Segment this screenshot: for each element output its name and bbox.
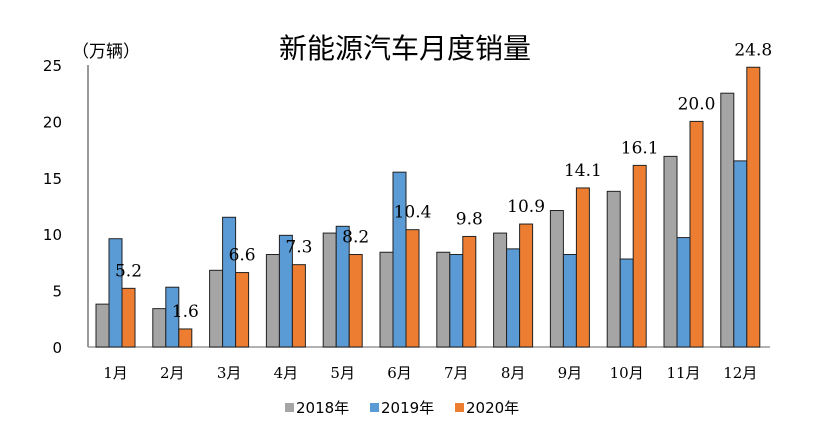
legend: 2018年 2019年 2020年 (285, 399, 519, 417)
bar-2020年-7月 (462, 235, 477, 348)
data-label: 6.6 (229, 246, 256, 266)
bar-2020年-8月 (519, 223, 534, 348)
bar-2020年-2月 (178, 328, 193, 348)
data-label: 7.3 (285, 238, 312, 258)
bar-2020年-1月 (121, 287, 136, 348)
bar-2020年-4月 (291, 264, 306, 348)
chart-title: 新能源汽车月度销量 (279, 32, 531, 65)
legend-swatch-2018年 (285, 403, 294, 412)
x-tick-label: 1月 (103, 364, 128, 382)
y-tick-label: 20 (43, 113, 62, 131)
y-tick-label: 15 (43, 170, 62, 188)
bar-2020年-3月 (235, 272, 250, 348)
bar-2018年-7月 (436, 251, 451, 348)
data-label: 10.4 (394, 203, 432, 223)
y-axis-unit-label: （万辆） (72, 42, 140, 62)
bar-2019年-12月 (733, 160, 748, 348)
bar-2020年-12月 (746, 66, 761, 348)
data-label: 1.6 (172, 302, 199, 322)
bar-2019年-11月 (676, 237, 691, 348)
bar-2019年-9月 (562, 254, 577, 348)
y-tick-label: 25 (43, 57, 62, 75)
x-tick-label: 4月 (274, 364, 299, 382)
x-tick-label: 9月 (558, 364, 583, 382)
x-tick-label: 3月 (217, 364, 242, 382)
bar-2018年-8月 (493, 232, 508, 348)
x-tick-label: 2月 (160, 364, 185, 382)
bar-2019年-10月 (619, 258, 634, 348)
bar-2019年-8月 (506, 248, 521, 348)
data-label: 8.2 (342, 228, 369, 248)
bar-2019年-3月 (222, 216, 237, 348)
data-label: 10.9 (507, 197, 545, 217)
data-label: 9.8 (456, 209, 483, 229)
bar-2019年-7月 (449, 254, 464, 348)
legend-label: 2018年 (296, 399, 349, 417)
x-tick-label: 6月 (387, 364, 412, 382)
y-tick-label: 5 (52, 283, 62, 301)
y-tick-label: 10 (43, 226, 62, 244)
legend-label: 2019年 (381, 399, 434, 417)
bar-2018年-10月 (606, 190, 621, 348)
x-tick-label: 8月 (501, 364, 526, 382)
bar-2018年-3月 (209, 269, 224, 348)
data-label: 14.1 (564, 161, 602, 181)
bar-2019年-2月 (165, 286, 180, 348)
bar-2018年-9月 (549, 210, 564, 348)
data-label: 24.8 (734, 40, 772, 60)
bar-2018年-6月 (379, 251, 394, 348)
bar-2019年-1月 (108, 238, 123, 348)
bar-2018年-1月 (95, 303, 110, 348)
x-tick-label: 7月 (444, 364, 469, 382)
bar-2018年-4月 (265, 254, 280, 348)
x-tick-label: 12月 (723, 364, 757, 382)
bar-2020年-9月 (575, 187, 590, 348)
bar-2020年-11月 (689, 120, 704, 348)
bar-2018年-12月 (720, 92, 735, 348)
x-tick-label: 11月 (666, 364, 700, 382)
bar-2020年-10月 (632, 164, 647, 348)
bar-2020年-6月 (405, 229, 420, 348)
data-label: 20.0 (678, 94, 716, 114)
bar-2018年-11月 (663, 155, 678, 348)
bar-2019年-6月 (392, 171, 407, 348)
data-label: 5.2 (115, 261, 142, 281)
data-label: 16.1 (621, 138, 659, 158)
bar-2020年-5月 (348, 254, 363, 348)
legend-swatch-2020年 (455, 403, 464, 412)
bar-2018年-2月 (152, 308, 167, 348)
x-tick-label: 10月 (610, 364, 644, 382)
legend-label: 2020年 (466, 399, 519, 417)
bar-2018年-5月 (322, 232, 337, 348)
y-tick-label: 0 (52, 339, 62, 357)
x-tick-label: 5月 (330, 364, 355, 382)
legend-swatch-2019年 (370, 403, 379, 412)
